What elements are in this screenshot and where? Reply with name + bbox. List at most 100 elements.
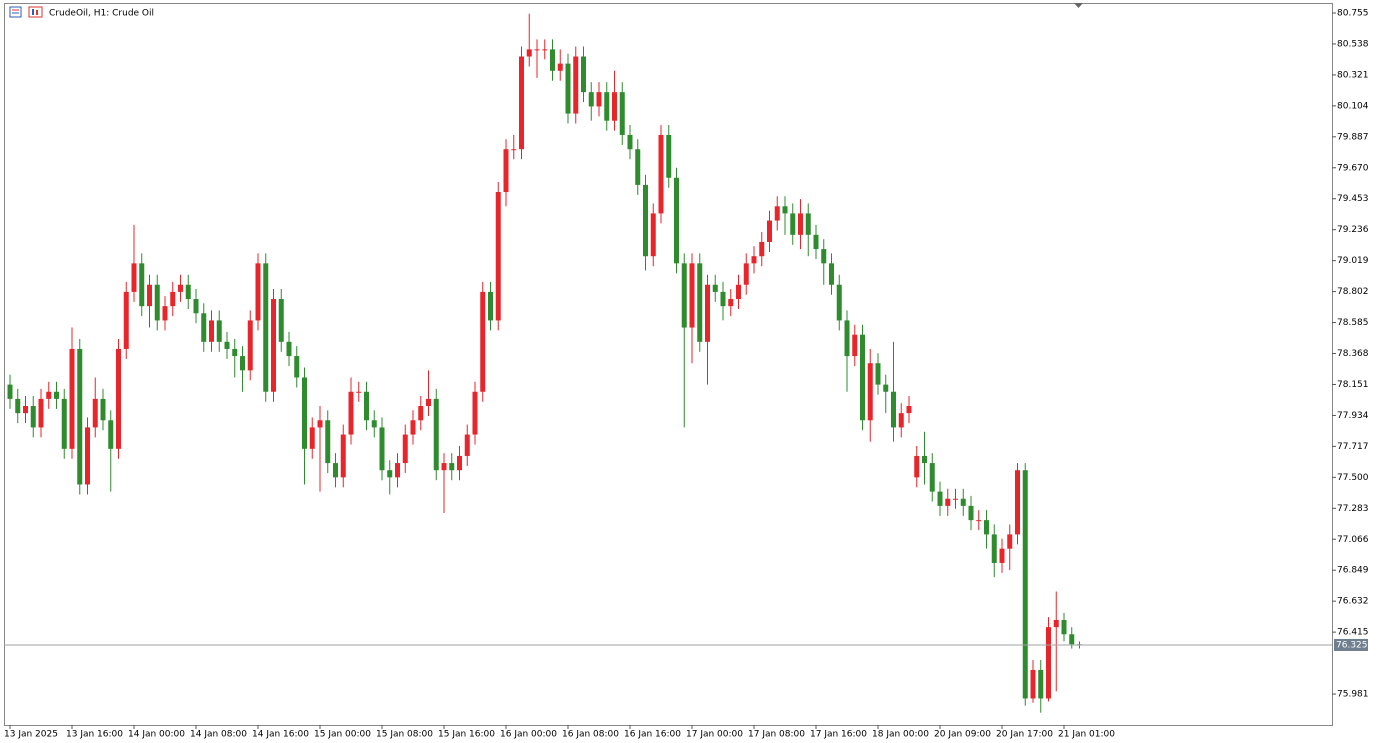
x-tick-label: 20 Jan 09:00 (934, 730, 991, 740)
chart-icons (9, 6, 43, 18)
candle-body (1053, 620, 1059, 628)
candle-body (891, 391, 896, 428)
candle-body (798, 213, 803, 235)
candle-body (201, 313, 207, 342)
candle-body (526, 49, 532, 57)
candle-body (581, 56, 586, 93)
x-tick-label: 16 Jan 16:00 (624, 730, 681, 740)
candle-body (457, 455, 462, 471)
candle-body (333, 463, 338, 478)
candle-body (123, 291, 129, 349)
y-tick-label: 77.500 (1337, 473, 1369, 483)
y-tick-label: 76.849 (1337, 566, 1369, 576)
candle-body (829, 263, 834, 285)
candle-body (340, 434, 346, 478)
candle-body (294, 356, 300, 378)
candle-body (170, 291, 176, 307)
candle-body (650, 213, 656, 257)
y-tick-label: 79.670 (1337, 163, 1369, 173)
candle-body (984, 520, 989, 535)
candle-body (23, 406, 28, 414)
candle-body (402, 434, 408, 464)
candle-body (960, 498, 966, 506)
candle-body (666, 134, 672, 178)
candle-body (449, 463, 455, 471)
x-tick-label: 13 Jan 2025 (4, 730, 58, 740)
chart-title: CrudeOil, H1: Crude Oil (49, 9, 154, 19)
candle-body (185, 284, 191, 300)
candle-body (844, 320, 850, 357)
candle-body (697, 263, 703, 342)
candle-body (263, 263, 269, 392)
candle-body (565, 63, 571, 114)
candle-body (728, 299, 734, 307)
candle-body (627, 134, 633, 150)
plot-frame (4, 3, 1333, 726)
candle-body (224, 341, 230, 349)
candle-body (790, 213, 796, 235)
candle-body (976, 520, 982, 522)
candle-body (15, 398, 21, 414)
candle-body (534, 49, 540, 51)
candle-body (92, 398, 98, 428)
shift-marker (1074, 3, 1083, 8)
candle-body (38, 398, 44, 428)
candle-body (867, 363, 873, 421)
x-tick-label: 15 Jan 00:00 (314, 730, 371, 740)
candle-body (426, 398, 431, 407)
candle-body (542, 49, 548, 51)
candle-body (906, 406, 912, 414)
candle-body (1007, 534, 1013, 549)
candle-body (147, 284, 152, 307)
candle-body (929, 463, 935, 492)
candle-body (573, 56, 579, 114)
candle-body (7, 384, 13, 399)
candle-body (77, 348, 83, 485)
candle-body (309, 427, 315, 449)
candle-body (209, 320, 214, 342)
candle-body (495, 192, 501, 321)
candle-body (875, 363, 881, 385)
candle-body (511, 149, 517, 151)
candle-body (643, 184, 648, 257)
candle-body (116, 348, 121, 449)
candle-body (914, 455, 920, 478)
x-tick-label: 17 Jan 08:00 (748, 730, 805, 740)
candle-body (774, 206, 780, 221)
candle-body (604, 92, 610, 121)
candle-body (612, 92, 617, 121)
y-tick-label: 77.717 (1337, 442, 1369, 452)
y-tick-label: 76.415 (1337, 628, 1369, 638)
candle-body (968, 505, 974, 521)
x-tick-label: 14 Jan 08:00 (190, 730, 247, 740)
candle-body (61, 398, 67, 449)
candle-body (767, 220, 772, 242)
candle-body (348, 391, 354, 435)
candle-body (162, 306, 168, 321)
candle-body (433, 398, 439, 471)
x-tick-label: 16 Jan 00:00 (500, 730, 557, 740)
candle-body (519, 56, 524, 150)
candle-body (1061, 620, 1067, 635)
x-tick-label: 21 Jan 01:00 (1058, 730, 1115, 740)
candle-body (596, 92, 602, 107)
candle-body (883, 384, 889, 392)
candle-body (441, 463, 447, 471)
candle-body (1030, 669, 1036, 699)
y-tick-label: 79.453 (1337, 194, 1369, 204)
candle-body (953, 498, 958, 500)
x-tick-label: 18 Jan 00:00 (872, 730, 929, 740)
candle-body (247, 320, 253, 371)
candle-body (364, 391, 369, 421)
y-tick-label: 79.887 (1337, 132, 1369, 142)
candle-body (782, 206, 788, 214)
y-tick-label: 77.934 (1337, 411, 1369, 421)
candle-body (54, 391, 59, 399)
candle-body (325, 420, 331, 464)
candle-body (371, 420, 377, 428)
last-price-box (1334, 638, 1368, 651)
candle-body (712, 284, 718, 292)
candle-body (100, 398, 106, 421)
candle-body (705, 284, 710, 342)
candle-body (286, 341, 292, 357)
